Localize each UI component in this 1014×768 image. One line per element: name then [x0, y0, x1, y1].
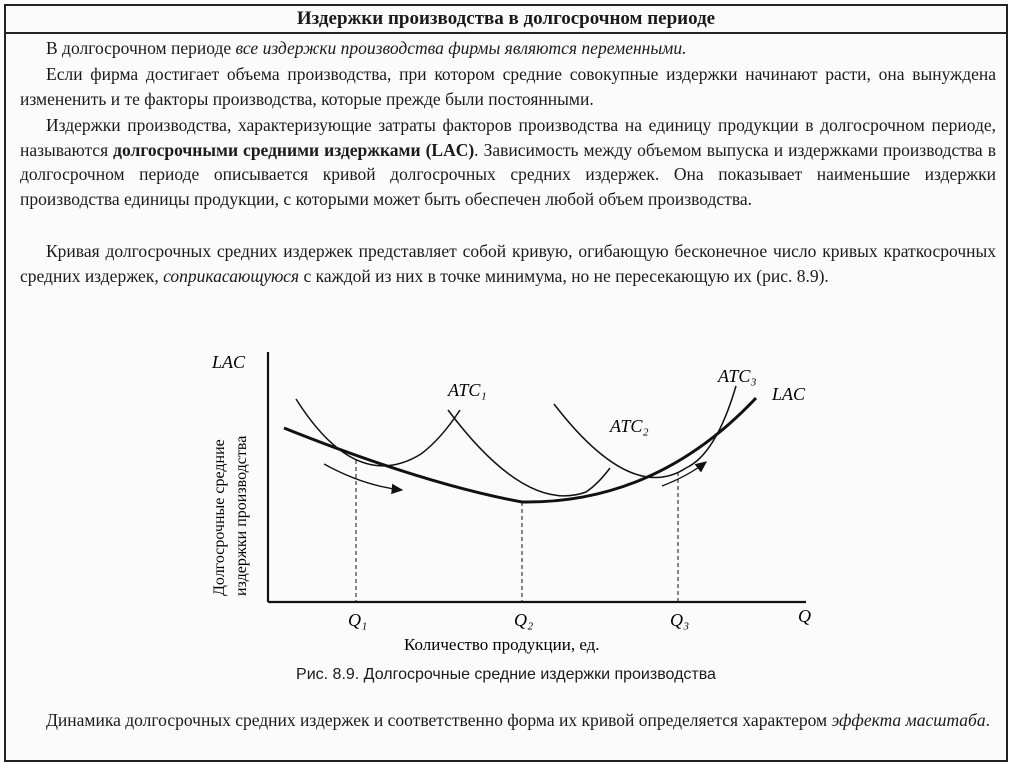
arrow-left [323, 463, 404, 495]
y-axis-label-2: издержки производства [233, 436, 250, 596]
atc1-curve [295, 398, 461, 467]
paragraph-1: В долгосрочном периоде все издержки прои… [20, 36, 996, 61]
page-frame: Издержки производства в долгосрочном пер… [4, 4, 1008, 762]
atc2-label: ATC₂ [609, 416, 649, 436]
tick-q2: Q₂ [514, 610, 533, 630]
p4-italic: соприкасающуюся [163, 265, 300, 286]
p3-term: долгосрочными средними издержками (LAC) [113, 139, 475, 160]
p4-text-c: с каждой из них в точке минимума, но не … [299, 265, 829, 286]
paragraph-4: Кривая долгосрочных средних издержек пре… [20, 239, 996, 288]
p5-text-a: Динамика долгосрочных средних издержек и… [46, 710, 832, 730]
p3-text-a: Издержки производства, характеризующие з… [20, 115, 996, 160]
figure-8-9: LAC Q Долгосрочные средние издержки прои… [211, 352, 811, 654]
p3-text-c: . Зависимость между объемом выпуска и из… [20, 139, 996, 209]
tick-q3: Q₃ [670, 610, 689, 630]
atc1-label: ATC₁ [447, 380, 487, 400]
x-axis-label: Количество продукции, ед. [404, 635, 600, 654]
arrow-right [661, 461, 708, 487]
p4-text-a: Кривая долгосрочных средних издержек пре… [20, 241, 996, 286]
paragraph-3: Издержки производства, характеризующие з… [20, 113, 996, 211]
atc2-curve [447, 409, 611, 497]
figure-caption: Рис. 8.9. Долгосрочные средние издержки … [296, 666, 716, 683]
page-title: Издержки производства в долгосрочном пер… [6, 6, 1006, 34]
p1-text: В долгосрочном периоде [46, 38, 236, 58]
paragraph-2: Если фирма достигает объема производства… [20, 64, 996, 109]
atc3-label: ATC₃ [717, 366, 757, 386]
lac-curve [283, 396, 758, 504]
p1-italic: все издержки производства фирмы являются… [235, 38, 687, 58]
lac-label: LAC [771, 384, 806, 404]
tick-q1: Q₁ [348, 610, 367, 630]
x-axis-end-label: Q [798, 606, 811, 626]
y-axis-label-1: Долгосрочные средние [211, 439, 228, 596]
p5-italic: эффекта масштаба [831, 710, 986, 730]
atc3-curve [553, 385, 737, 479]
y-axis-top-label: LAC [211, 352, 246, 372]
paragraph-5: Динамика долгосрочных средних издержек и… [20, 708, 996, 733]
p5-text-c: . [985, 710, 990, 730]
